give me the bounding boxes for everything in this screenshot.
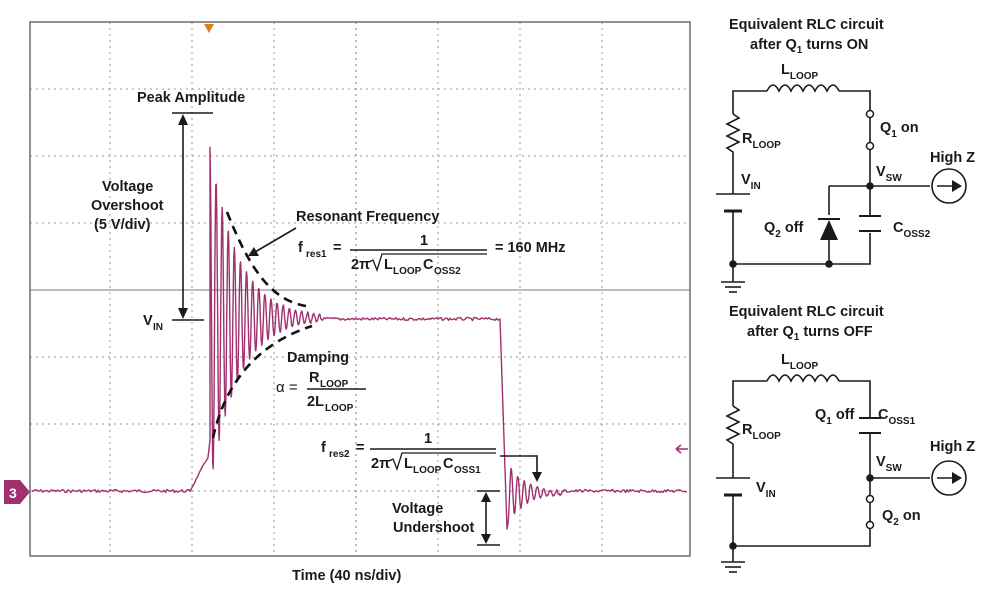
switch-q2-icon xyxy=(865,494,875,530)
svg-text:OSS1: OSS1 xyxy=(454,465,481,476)
svg-text:C: C xyxy=(423,257,434,273)
battery-off-icon xyxy=(716,477,750,497)
capacitor-off-icon xyxy=(859,417,881,434)
svg-text:3: 3 xyxy=(9,485,17,501)
svg-text:res2: res2 xyxy=(329,449,350,460)
off-q2-label: Q2 on xyxy=(882,508,921,528)
circuit-on: Equivalent RLC circuit after Q1 turns ON xyxy=(716,17,975,293)
fres2-formula: f res2 = 1 2π L LOOP C OSS1 xyxy=(321,431,496,476)
svg-text:2π: 2π xyxy=(351,257,370,273)
off-coss1-label: COSS1 xyxy=(878,407,916,427)
circuit-on-title-2: after Q1 turns ON xyxy=(750,37,868,56)
svg-text:LOOP: LOOP xyxy=(320,379,349,390)
inductor-icon xyxy=(766,84,840,93)
svg-text:res1: res1 xyxy=(306,249,327,260)
on-r-loop-label: RLOOP xyxy=(742,131,781,151)
on-q2-label: Q2 off xyxy=(764,220,804,240)
off-r-loop-label: RLOOP xyxy=(742,422,781,442)
off-l-loop-label: LLOOP xyxy=(781,352,819,372)
svg-text:1: 1 xyxy=(424,431,432,447)
undershoot-label-1: Voltage xyxy=(392,501,443,517)
svg-text:LOOP: LOOP xyxy=(413,465,442,476)
resonant-frequency-label: Resonant Frequency xyxy=(296,209,439,225)
svg-text:=: = xyxy=(356,440,364,456)
resonant-arrow xyxy=(248,227,297,256)
on-vsw-label: VSW xyxy=(876,164,902,184)
svg-text:LOOP: LOOP xyxy=(393,266,422,277)
circuit-off-title-1: Equivalent RLC circuit xyxy=(729,304,884,320)
fres1-formula: f res1 = 1 2π L LOOP C OSS2 = 160 MHz xyxy=(298,233,566,277)
svg-text:1: 1 xyxy=(420,233,428,249)
lower-envelope xyxy=(211,324,313,439)
ground-off-icon xyxy=(721,561,745,573)
ground-icon xyxy=(721,281,745,293)
undershoot-label-2: Undershoot xyxy=(393,520,475,536)
damping-formula: α = R LOOP 2L LOOP xyxy=(276,370,366,414)
waveform-trace xyxy=(31,146,688,530)
upper-envelope xyxy=(225,211,307,308)
overshoot-arrow xyxy=(178,114,188,319)
overshoot-label-1: Voltage xyxy=(102,179,153,195)
scope-frame xyxy=(29,21,691,557)
on-vin-label: VIN xyxy=(741,172,761,192)
right-edge-arrow-icon xyxy=(675,444,688,454)
svg-text:OSS2: OSS2 xyxy=(434,266,461,277)
off-vin-label: VIN xyxy=(756,480,776,500)
scope-grid xyxy=(30,22,690,556)
vin-label: V IN xyxy=(143,313,163,333)
svg-text:V: V xyxy=(143,313,153,329)
resistor-off-icon xyxy=(725,405,741,448)
circuit-off-title-2: after Q1 turns OFF xyxy=(747,324,873,343)
off-vsw-label: VSW xyxy=(876,454,902,474)
svg-text:=: = xyxy=(333,240,341,256)
svg-text:C: C xyxy=(443,456,454,472)
trigger-marker-icon xyxy=(204,24,214,33)
circuit-off: Equivalent RLC circuit after Q1 turns OF… xyxy=(716,304,975,573)
svg-text:f: f xyxy=(321,440,326,456)
svg-text:f: f xyxy=(298,240,303,256)
fres2-arrow xyxy=(500,455,542,482)
peak-amplitude-label: Peak Amplitude xyxy=(137,90,245,106)
svg-text:= 160 MHz: = 160 MHz xyxy=(495,240,566,256)
svg-text:α =: α = xyxy=(276,379,298,396)
svg-text:IN: IN xyxy=(153,322,163,333)
off-q1-label: Q1 off xyxy=(815,407,855,427)
channel-marker: 3 xyxy=(4,480,30,504)
svg-text:L: L xyxy=(404,456,413,472)
resistor-icon xyxy=(725,113,741,156)
damping-label: Damping xyxy=(287,350,349,366)
on-coss2-label: COSS2 xyxy=(893,220,931,240)
svg-text:R: R xyxy=(309,370,320,386)
battery-icon xyxy=(716,193,750,213)
diode-icon xyxy=(818,218,840,240)
current-source-off-icon xyxy=(931,460,967,496)
circuit-on-title-1: Equivalent RLC circuit xyxy=(729,17,884,33)
time-axis-label: Time (40 ns/div) xyxy=(292,568,401,584)
on-q1-label: Q1 on xyxy=(880,120,919,140)
overshoot-label-2: Overshoot xyxy=(91,198,164,214)
on-highz-label: High Z xyxy=(930,150,975,166)
undershoot-arrow xyxy=(481,492,491,544)
svg-text:2π: 2π xyxy=(371,456,390,472)
on-l-loop-label: LLOOP xyxy=(781,62,819,82)
inductor-off-icon xyxy=(766,374,840,383)
off-highz-label: High Z xyxy=(930,439,975,455)
capacitor-icon xyxy=(859,215,881,232)
current-source-icon xyxy=(931,168,967,204)
svg-text:2L: 2L xyxy=(307,394,324,410)
switch-q1-icon xyxy=(865,109,875,151)
svg-text:LOOP: LOOP xyxy=(325,403,354,414)
svg-text:L: L xyxy=(384,257,393,273)
overshoot-label-3: (5 V/div) xyxy=(94,217,151,233)
